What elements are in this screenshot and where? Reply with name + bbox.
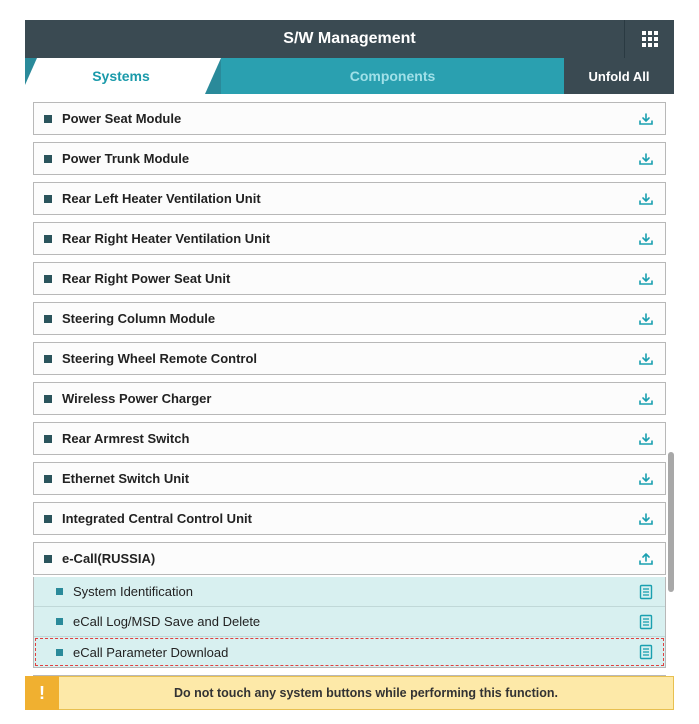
warning-banner: ! Do not touch any system buttons while …: [25, 676, 674, 710]
system-label: Rear Right Heater Ventilation Unit: [62, 231, 637, 246]
system-row[interactable]: Steering Wheel Remote Control: [33, 342, 666, 375]
system-row[interactable]: Rear Armrest Switch: [33, 422, 666, 455]
sub-item[interactable]: eCall Log/MSD Save and Delete: [34, 607, 665, 637]
download-icon[interactable]: [637, 150, 655, 168]
system-row[interactable]: e-Call(RUSSIA): [33, 542, 666, 575]
sub-item[interactable]: eCall Parameter Download: [34, 637, 665, 667]
tab-bar: Systems Components Unfold All: [25, 58, 674, 94]
download-icon[interactable]: [637, 510, 655, 528]
tab-components[interactable]: Components: [221, 58, 564, 94]
system-row[interactable]: Power Seat Module: [33, 102, 666, 135]
bullet-icon: [44, 435, 52, 443]
download-icon[interactable]: [637, 230, 655, 248]
bullet-icon: [44, 155, 52, 163]
download-icon[interactable]: [637, 470, 655, 488]
system-row[interactable]: Integrated Central Control Unit: [33, 502, 666, 535]
document-icon[interactable]: [637, 583, 655, 601]
bullet-icon: [44, 395, 52, 403]
tab-systems[interactable]: Systems: [21, 58, 221, 94]
sub-item[interactable]: System Identification: [34, 577, 665, 607]
download-icon[interactable]: [637, 350, 655, 368]
system-label: Wireless Power Charger: [62, 391, 637, 406]
tab-label: Components: [350, 68, 436, 84]
document-icon[interactable]: [637, 613, 655, 631]
system-row[interactable]: Rear Right Power Seat Unit: [33, 262, 666, 295]
system-label: Ethernet Switch Unit: [62, 471, 637, 486]
system-row[interactable]: Rear Left Heater Ventilation Unit: [33, 182, 666, 215]
sub-label: eCall Log/MSD Save and Delete: [73, 614, 637, 629]
download-icon[interactable]: [637, 270, 655, 288]
download-icon[interactable]: [637, 310, 655, 328]
sub-list: System Identification eCall Log/MSD Save …: [33, 577, 666, 668]
bullet-icon: [44, 515, 52, 523]
system-label: e-Call(RUSSIA): [62, 551, 637, 566]
sub-label: System Identification: [73, 584, 637, 599]
bullet-icon: [44, 195, 52, 203]
system-row[interactable]: Rear Right Heater Ventilation Unit: [33, 222, 666, 255]
bullet-icon: [44, 235, 52, 243]
bullet-icon: [44, 115, 52, 123]
warning-icon: !: [25, 676, 59, 710]
system-row[interactable]: Power Trunk Module: [33, 142, 666, 175]
bullet-icon: [44, 355, 52, 363]
download-icon[interactable]: [637, 390, 655, 408]
bullet-icon: [44, 315, 52, 323]
grid-icon: [642, 31, 658, 47]
bullet-icon: [44, 475, 52, 483]
sub-label: eCall Parameter Download: [73, 645, 637, 660]
download-icon[interactable]: [637, 190, 655, 208]
system-row[interactable]: Wireless Power Charger: [33, 382, 666, 415]
warning-text: Do not touch any system buttons while pe…: [59, 686, 673, 700]
system-label: Integrated Central Control Unit: [62, 511, 637, 526]
header-title: S/W Management: [25, 30, 674, 48]
bullet-icon: [44, 555, 52, 563]
download-icon[interactable]: [637, 110, 655, 128]
tab-label: Systems: [92, 68, 150, 84]
app-header: S/W Management: [25, 20, 674, 58]
system-label: Steering Column Module: [62, 311, 637, 326]
menu-grid-button[interactable]: [624, 20, 674, 58]
system-label: Power Seat Module: [62, 111, 637, 126]
bullet-icon: [56, 588, 63, 595]
system-row[interactable]: Steering Column Module: [33, 302, 666, 335]
system-row[interactable]: Ethernet Switch Unit: [33, 462, 666, 495]
systems-list: Power Seat Module Power Trunk Module Rear …: [25, 102, 674, 684]
system-label: Steering Wheel Remote Control: [62, 351, 637, 366]
bullet-icon: [44, 275, 52, 283]
document-icon[interactable]: [637, 643, 655, 661]
upload-icon[interactable]: [637, 550, 655, 568]
tab-label: Unfold All: [589, 69, 650, 84]
bullet-icon: [56, 649, 63, 656]
unfold-all-button[interactable]: Unfold All: [564, 58, 674, 94]
system-label: Rear Armrest Switch: [62, 431, 637, 446]
system-label: Rear Right Power Seat Unit: [62, 271, 637, 286]
system-label: Rear Left Heater Ventilation Unit: [62, 191, 637, 206]
bullet-icon: [56, 618, 63, 625]
scrollbar-thumb[interactable]: [668, 452, 674, 592]
download-icon[interactable]: [637, 430, 655, 448]
system-label: Power Trunk Module: [62, 151, 637, 166]
